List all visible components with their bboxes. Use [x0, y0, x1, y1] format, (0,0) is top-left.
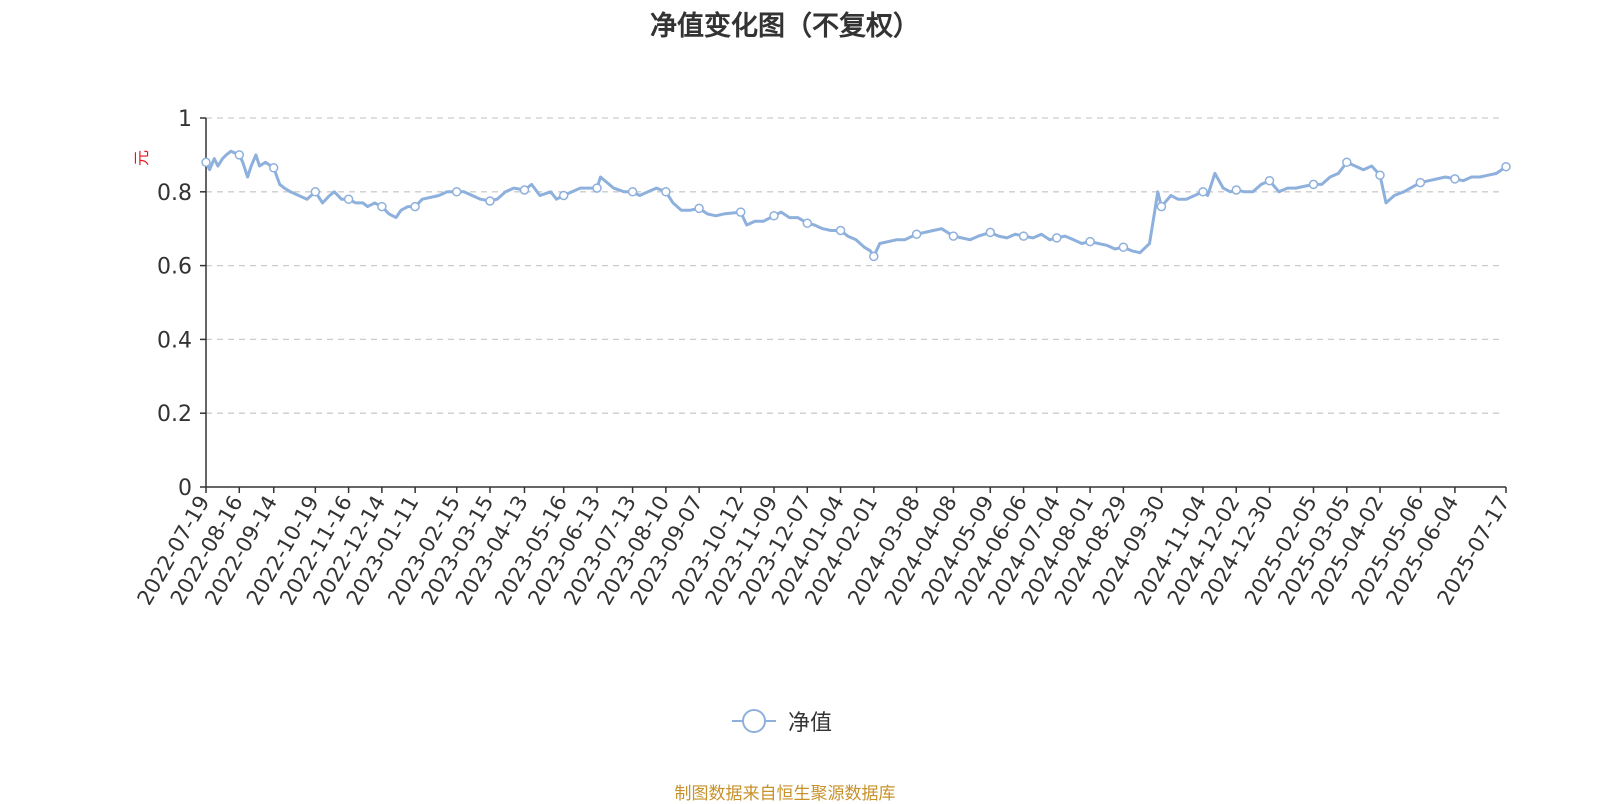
data-point[interactable]	[1198, 187, 1208, 197]
y-tick-label: 0	[178, 476, 192, 501]
data-point[interactable]	[835, 225, 846, 236]
data-point[interactable]	[1118, 242, 1129, 252]
grid-lines	[206, 117, 1500, 414]
y-tick-label: 1	[178, 107, 192, 132]
data-point[interactable]	[985, 227, 996, 238]
data-point[interactable]	[735, 207, 746, 217]
data-point[interactable]	[519, 185, 530, 195]
data-point[interactable]	[201, 157, 211, 168]
legend[interactable]: 净值	[730, 704, 832, 738]
data-point[interactable]	[661, 187, 671, 197]
y-tick-label: 0.2	[157, 402, 192, 427]
axes: 00.20.40.60.812022-07-192022-08-162022-0…	[133, 107, 1515, 609]
y-tick-label: 0.6	[157, 255, 192, 280]
data-point[interactable]	[234, 150, 245, 160]
data-point[interactable]	[410, 201, 420, 212]
source-note: 制图数据来自恒生聚源数据库	[674, 784, 896, 804]
data-point[interactable]	[802, 218, 813, 228]
y-axis-label: 元	[132, 150, 151, 166]
data-point[interactable]	[343, 194, 354, 204]
series-line-净值	[204, 149, 1508, 258]
data-point[interactable]	[268, 163, 279, 173]
data-point[interactable]	[1450, 174, 1460, 184]
data-point[interactable]	[1342, 157, 1352, 168]
series-layer	[201, 149, 1511, 262]
data-point[interactable]	[451, 187, 462, 197]
data-point[interactable]	[627, 187, 638, 197]
data-point[interactable]	[769, 211, 779, 221]
data-point[interactable]	[1231, 185, 1242, 195]
data-point[interactable]	[1501, 161, 1511, 172]
chart-title: 净值变化图（不复权）	[650, 11, 920, 42]
y-tick-label: 0.8	[157, 181, 192, 206]
data-point[interactable]	[1415, 177, 1426, 188]
data-point[interactable]	[377, 201, 387, 212]
data-point[interactable]	[1085, 236, 1095, 247]
legend-line-circle-icon	[732, 709, 776, 733]
data-point[interactable]	[1375, 170, 1385, 180]
data-point[interactable]	[1052, 233, 1062, 243]
data-point[interactable]	[485, 196, 495, 206]
data-point[interactable]	[592, 183, 602, 193]
y-tick-label: 0.4	[157, 328, 192, 353]
data-point[interactable]	[1018, 231, 1029, 241]
data-point[interactable]	[1264, 175, 1275, 186]
data-point[interactable]	[1156, 201, 1167, 212]
data-point[interactable]	[1308, 179, 1319, 190]
data-point[interactable]	[558, 190, 569, 201]
data-point[interactable]	[310, 187, 321, 197]
data-point[interactable]	[869, 251, 879, 262]
legend-label: 净值	[788, 711, 833, 736]
data-point[interactable]	[948, 231, 959, 241]
data-point[interactable]	[911, 229, 922, 239]
data-point[interactable]	[694, 203, 704, 214]
